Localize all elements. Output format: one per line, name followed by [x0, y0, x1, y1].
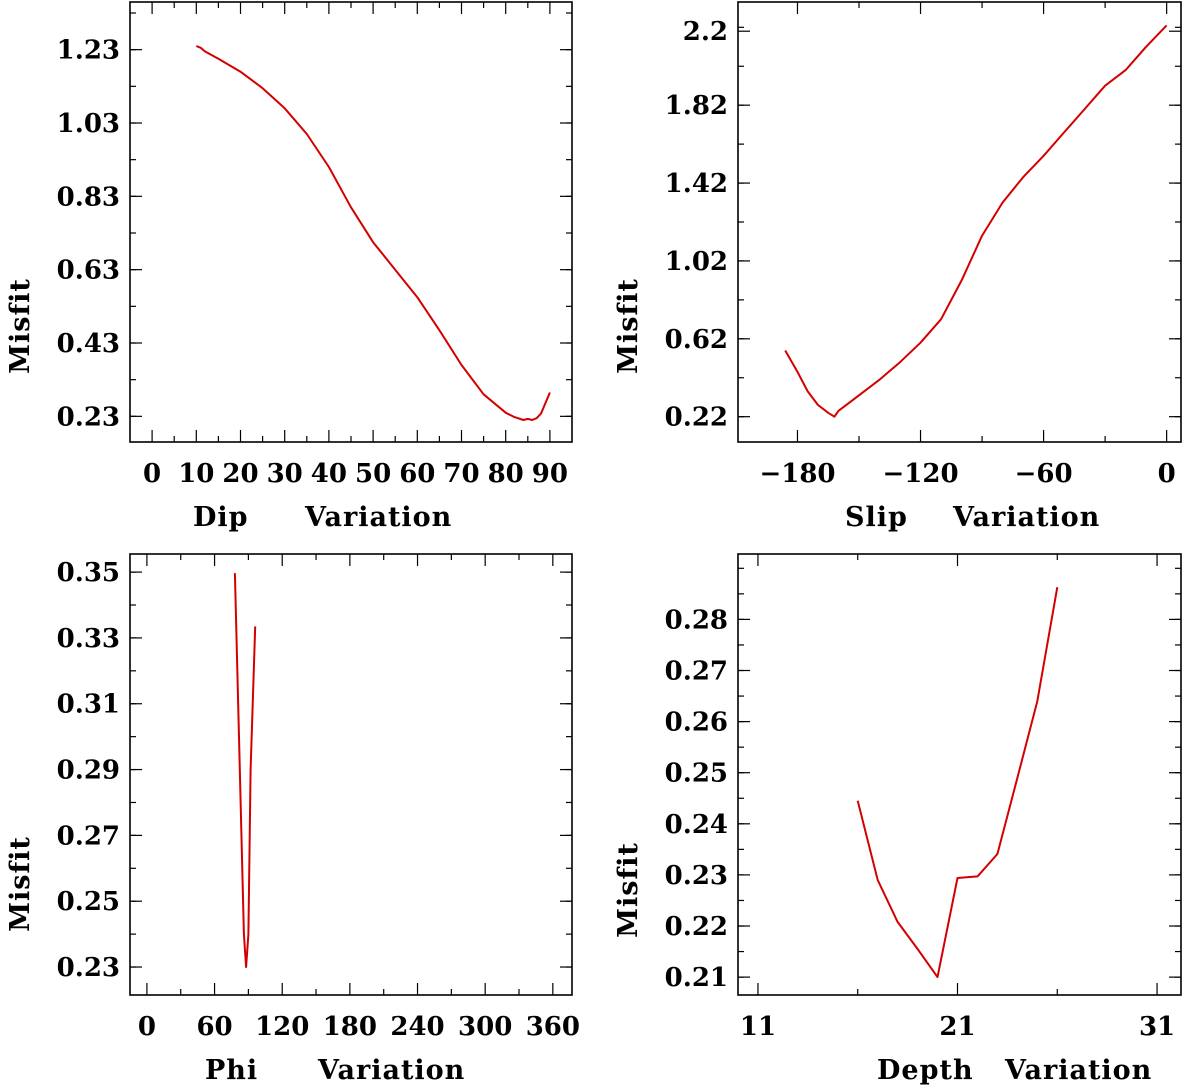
dip-panel: 0 10 20 30 40 50 60 70 80 90 0.23 0.43 0.63 0.83 1.03 1…	[5, 1, 573, 533]
phi-y-tick-label: 0.29	[57, 756, 120, 786]
phi-xlabel-word: Variation	[317, 1055, 465, 1086]
slip-plot-frame	[737, 1, 1182, 443]
phi-x-tick-label: 120	[255, 1012, 309, 1042]
dip-x-tick-label: 80	[488, 459, 524, 489]
dip-xlabel-word: Variation	[304, 502, 452, 533]
dip-y-tick-label: 0.83	[57, 182, 120, 212]
phi-ylabel: Misfit	[5, 836, 36, 932]
depth-y-tick-label: 0.27	[665, 657, 728, 687]
slip-y-tick-label: 1.42	[665, 169, 728, 199]
depth-plot-frame	[737, 553, 1182, 996]
slip-x-tick-label: −180	[759, 459, 835, 489]
depth-y-tick-label: 0.28	[665, 605, 728, 635]
depth-ylabel: Misfit	[613, 842, 644, 938]
depth-x-tick-label: 11	[740, 1012, 776, 1042]
phi-y-tick-label: 0.35	[57, 558, 120, 588]
dip-y-tick-label: 1.23	[57, 36, 120, 66]
slip-ylabel: Misfit	[613, 278, 644, 374]
slip-y-tick-label: 0.62	[665, 325, 728, 355]
depth-x-tick-label: 21	[939, 1012, 975, 1042]
slip-xlabel-word: Slip	[845, 502, 908, 533]
slip-misfit-curve	[784, 24, 1168, 418]
depth-x-tick-label: 31	[1139, 1012, 1175, 1042]
dip-ylabel: Misfit	[5, 278, 36, 374]
phi-xlabel-word: Phi	[205, 1055, 258, 1086]
depth-panel: 11 21 31 0.21 0.22 0.23 0.24 0.25 0.26 0.27 0.28 De…	[613, 553, 1182, 1086]
dip-x-tick-label: 0	[143, 459, 161, 489]
dip-y-tick-label: 0.63	[57, 256, 120, 286]
phi-x-tick-label: 60	[196, 1012, 232, 1042]
depth-xlabel-word: Depth	[877, 1055, 974, 1086]
depth-y-tick-label: 0.22	[665, 912, 728, 942]
depth-misfit-curve	[856, 587, 1059, 979]
phi-y-tick-label: 0.27	[57, 821, 120, 851]
slip-y-tick-label: 2.2	[683, 17, 728, 47]
depth-y-tick-label: 0.25	[665, 759, 728, 789]
slip-x-tick-label: −120	[883, 459, 959, 489]
depth-y-tick-label: 0.23	[665, 861, 728, 891]
phi-y-tick-label: 0.33	[57, 624, 120, 654]
phi-x-tick-label: 240	[390, 1012, 444, 1042]
dip-x-tick-label: 60	[399, 459, 435, 489]
phi-plot-frame	[129, 553, 573, 996]
phi-x-tick-label: 0	[138, 1012, 156, 1042]
slip-xlabel-word: Variation	[952, 502, 1100, 533]
dip-x-tick-label: 50	[355, 459, 391, 489]
depth-y-tick-label: 0.21	[665, 963, 728, 993]
phi-y-tick-label: 0.31	[57, 690, 120, 720]
dip-x-tick-label: 10	[178, 459, 214, 489]
dip-y-tick-label: 0.43	[57, 329, 120, 359]
slip-y-tick-label: 1.82	[665, 91, 728, 121]
phi-x-tick-label: 360	[526, 1012, 580, 1042]
slip-x-tick-label: 0	[1158, 459, 1176, 489]
phi-panel: 0 60 120 180 240 300 360 0.23 0.25 0.27 0.29 0.31 0.…	[5, 553, 580, 1086]
dip-x-tick-label: 40	[311, 459, 347, 489]
dip-xlabel-word: Dip	[193, 502, 249, 533]
phi-y-tick-label: 0.25	[57, 887, 120, 917]
dip-y-tick-label: 0.23	[57, 402, 120, 432]
dip-plot-frame	[129, 1, 573, 443]
slip-panel: −180 −120 −60 0 0.22 0.62 1.02 1.42 1.82 2.2 Slip V…	[613, 1, 1182, 533]
slip-y-tick-label: 1.02	[665, 247, 728, 277]
dip-x-tick-label: 90	[532, 459, 568, 489]
dip-x-tick-label: 30	[267, 459, 303, 489]
dip-x-tick-label: 70	[443, 459, 479, 489]
dip-misfit-curve	[195, 45, 551, 421]
depth-xlabel-word: Variation	[1004, 1055, 1152, 1086]
phi-misfit-curve	[233, 573, 257, 968]
phi-y-tick-label: 0.23	[57, 953, 120, 983]
phi-x-tick-label: 180	[323, 1012, 377, 1042]
depth-y-tick-label: 0.24	[665, 810, 728, 840]
dip-x-tick-label: 20	[222, 459, 258, 489]
phi-x-tick-label: 300	[458, 1012, 512, 1042]
slip-x-tick-label: −60	[1015, 459, 1073, 489]
slip-y-tick-label: 0.22	[665, 403, 728, 433]
dip-y-tick-label: 1.03	[57, 109, 120, 139]
depth-y-tick-label: 0.26	[665, 708, 728, 738]
